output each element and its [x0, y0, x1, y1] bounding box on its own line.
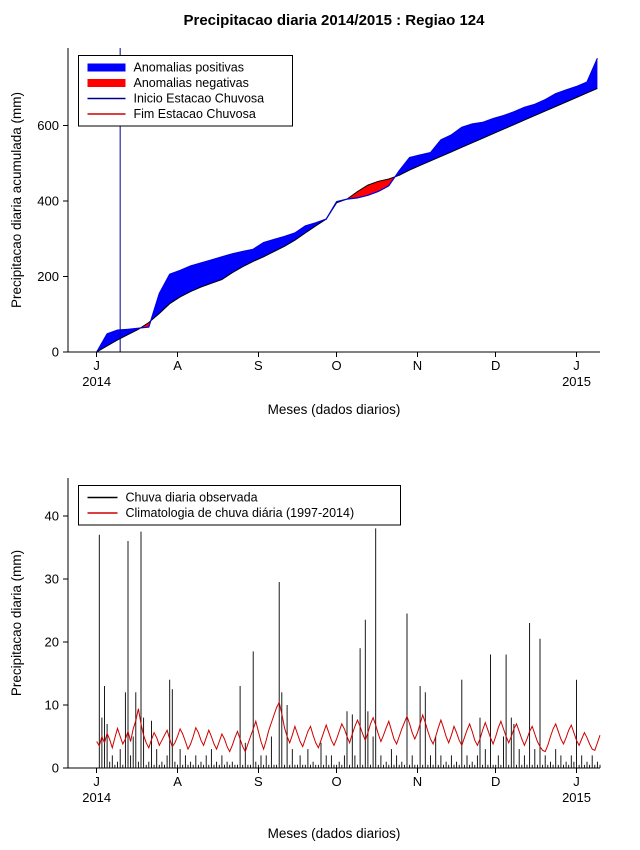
top-chart-xlabel: Meses (dados diarios) — [267, 402, 401, 417]
positive-anomaly-area — [395, 58, 598, 177]
bottom-y-tick-label: 10 — [45, 697, 59, 712]
page-title: Precipitacao diaria 2014/2015 : Regiao 1… — [183, 12, 485, 29]
bottom-year-label-right: 2015 — [562, 790, 591, 805]
top-x-tick-label: S — [254, 358, 263, 373]
bottom-y-tick-label: 30 — [45, 571, 59, 586]
bottom-legend-label: Chuva diaria observada — [126, 491, 258, 505]
bottom-y-tick-label: 40 — [45, 508, 59, 523]
bottom-x-tick-label: D — [491, 774, 500, 789]
bottom-x-tick-label: A — [173, 774, 182, 789]
top-chart-ylabel: Precipitacao diaria acumulada (mm) — [9, 91, 24, 309]
top-y-tick-label: 400 — [37, 193, 59, 208]
bottom-x-tick-label: J — [573, 774, 580, 789]
climatology-cumulative-line — [96, 87, 598, 353]
top-x-tick-label: D — [491, 358, 500, 373]
bottom-chart-ylabel: Precipitacao diaria (mm) — [9, 549, 24, 697]
bottom-y-tick-label: 0 — [52, 761, 59, 776]
bottom-chart-xlabel: Meses (dados diarios) — [267, 826, 401, 841]
negative-anomaly-area — [140, 320, 151, 328]
bottom-legend-label: Climatologia de chuva diária (1997-2014) — [126, 506, 355, 520]
bottom-x-tick-label: N — [413, 774, 422, 789]
top-x-tick-label: A — [173, 358, 182, 373]
positive-anomaly-area — [150, 199, 347, 321]
bottom-x-tick-label: S — [254, 774, 263, 789]
daily-climatology-line — [96, 700, 601, 753]
top-legend-label: Inicio Estacao Chuvosa — [134, 92, 265, 106]
bottom-y-tick-label: 20 — [45, 634, 59, 649]
top-y-tick-label: 600 — [37, 118, 59, 133]
negative-anomaly-area — [347, 176, 395, 200]
bottom-year-label-left: 2014 — [82, 790, 111, 805]
top-year-label-left: 2014 — [82, 374, 111, 389]
top-x-tick-label: N — [413, 358, 422, 373]
top-legend-label: Fim Estacao Chuvosa — [134, 107, 256, 121]
observed-cumulative-line — [96, 57, 598, 353]
top-x-tick-label: J — [93, 358, 100, 373]
bottom-x-tick-label: J — [93, 774, 100, 789]
bottom-x-tick-label: O — [332, 774, 342, 789]
top-y-tick-label: 0 — [52, 345, 59, 360]
top-legend-label: Anomalias negativas — [134, 76, 249, 90]
top-x-tick-label: J — [573, 358, 580, 373]
top-legend-label: Anomalias positivas — [134, 61, 244, 75]
top-x-tick-label: O — [332, 358, 342, 373]
bottom-legend-box — [78, 485, 401, 526]
top-year-label-right: 2015 — [562, 374, 591, 389]
top-y-tick-label: 200 — [37, 269, 59, 284]
